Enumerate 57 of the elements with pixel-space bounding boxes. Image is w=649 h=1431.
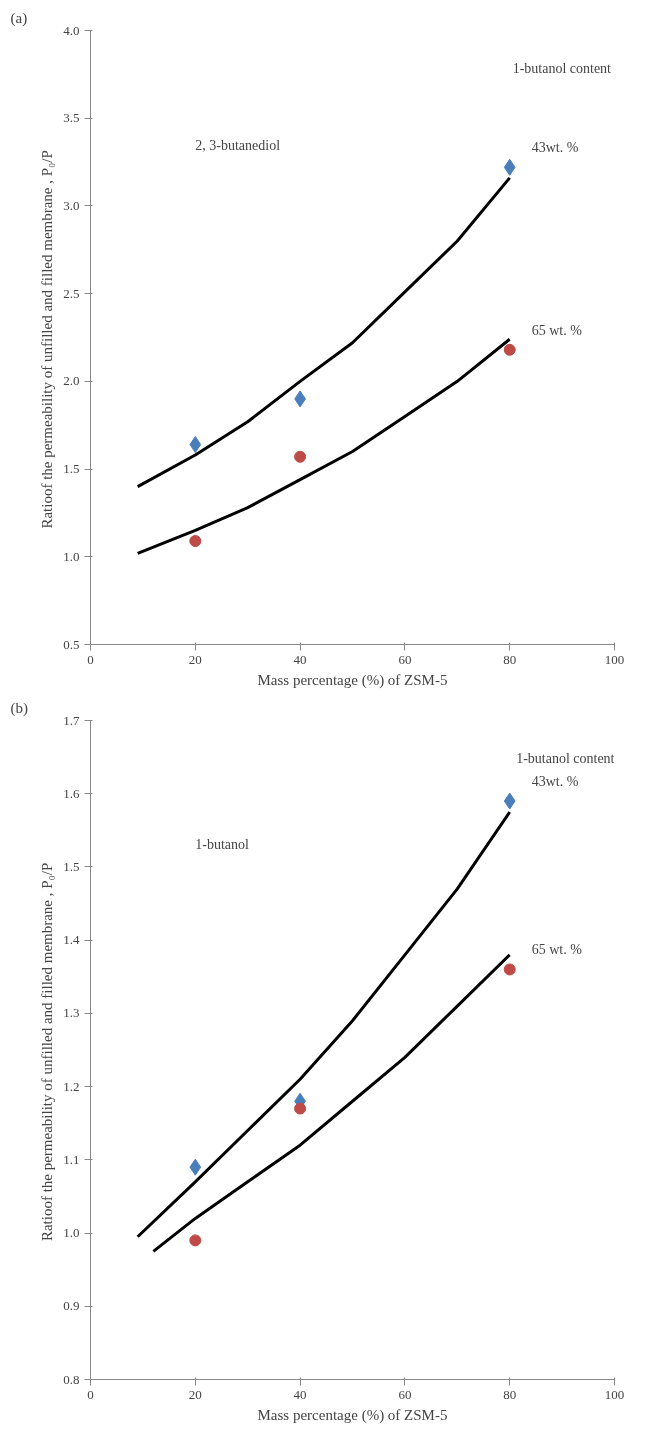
y-tick-label: 2.5 xyxy=(63,285,80,301)
x-tick-label: 80 xyxy=(503,651,517,667)
line-series xyxy=(136,337,512,555)
x-tick-label: 40 xyxy=(293,1386,307,1402)
x-axis-title: Mass percentage (%) of ZSM-5 xyxy=(257,1406,448,1424)
y-tick-label: 0.8 xyxy=(63,1371,80,1387)
x-tick-label: 40 xyxy=(293,651,307,667)
y-tick-label: 0.9 xyxy=(63,1298,80,1314)
y-tick-label: 1.5 xyxy=(63,858,80,874)
x-tick-label: 100 xyxy=(604,651,625,667)
y-tick-label: 3.0 xyxy=(63,197,80,213)
y-tick-label: 1.0 xyxy=(63,1225,80,1241)
point xyxy=(294,1102,307,1115)
y-tick-label: 1.3 xyxy=(63,1005,80,1021)
y-tick-label: 1.2 xyxy=(63,1078,80,1094)
legend-title: 1-butanol content xyxy=(516,750,615,766)
x-tick-label: 80 xyxy=(503,1386,517,1402)
line-series xyxy=(136,810,512,1239)
series-label: 43wt. % xyxy=(531,140,579,156)
y-tick-label: 1.4 xyxy=(63,932,80,948)
y-tick-label: 3.5 xyxy=(63,110,80,126)
y-tick-label: 4.0 xyxy=(63,22,80,38)
point xyxy=(189,1158,202,1176)
y-tick-label: 1.0 xyxy=(63,548,80,564)
x-tick-label: 60 xyxy=(398,1386,412,1402)
y-tick-label: 2.0 xyxy=(63,373,80,389)
x-tick-label: 60 xyxy=(398,651,412,667)
y-tick-label: 1.1 xyxy=(63,1151,80,1167)
x-axis-title: Mass percentage (%) of ZSM-5 xyxy=(257,671,448,689)
y-axis-title: Ratioof the permeability of unfilled and filled membrane , P₀/P xyxy=(39,862,56,1242)
point xyxy=(503,158,516,176)
y-tick-label: 1.7 xyxy=(63,712,80,728)
x-tick-label: 20 xyxy=(188,1386,202,1402)
y-tick-label: 1.5 xyxy=(63,461,80,477)
series-label: 43wt. % xyxy=(531,774,579,790)
x-tick-label: 20 xyxy=(188,651,202,667)
x-tick-label: 0 xyxy=(87,1386,94,1402)
y-tick-label: 0.5 xyxy=(63,636,80,652)
point xyxy=(189,535,202,547)
annotation: 1-butanol xyxy=(195,837,250,853)
y-axis-title: Ratioof the permeability of unfilled and filled membrane , P₀/P xyxy=(39,150,56,529)
legend-title: 1-butanol content xyxy=(512,60,612,76)
line-series xyxy=(151,953,512,1253)
series-label: 65 wt. % xyxy=(531,322,583,338)
point xyxy=(294,450,307,463)
series-label: 65 wt. % xyxy=(531,942,583,958)
x-tick-label: 0 xyxy=(87,651,94,667)
point xyxy=(503,792,516,810)
chart-title: (a) xyxy=(10,9,28,27)
point xyxy=(189,1234,202,1247)
chart-title: (b) xyxy=(10,699,28,717)
point xyxy=(503,963,516,976)
annotation: 2, 3-butanediol xyxy=(195,138,281,154)
y-tick-label: 1.6 xyxy=(63,785,80,801)
point xyxy=(503,343,516,356)
point xyxy=(189,436,202,454)
x-tick-label: 100 xyxy=(604,1386,625,1402)
